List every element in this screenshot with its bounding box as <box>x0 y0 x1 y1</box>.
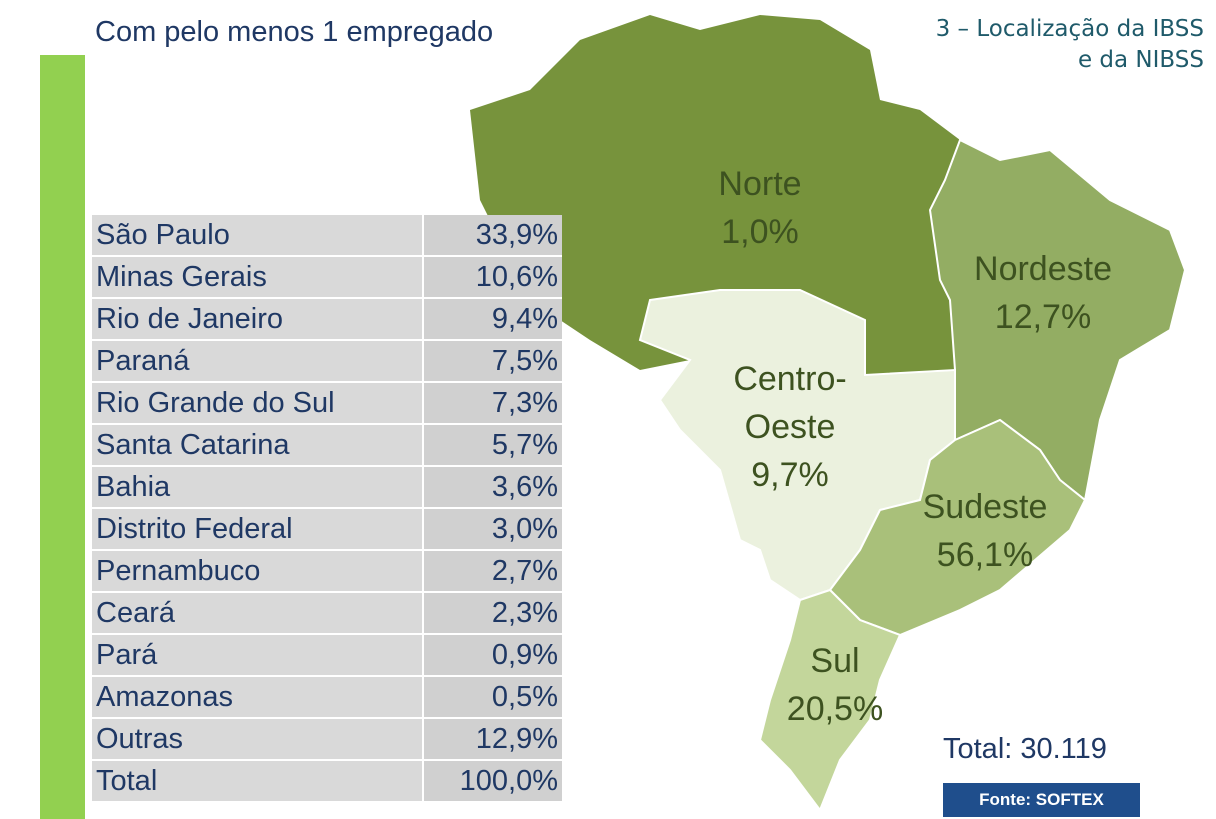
table-row: Distrito Federal 3,0% <box>92 508 562 551</box>
state-cell: Ceará <box>92 592 423 635</box>
state-cell: Santa Catarina <box>92 424 423 467</box>
state-cell: Total <box>92 760 423 803</box>
table-row: Minas Gerais 10,6% <box>92 256 562 299</box>
share-cell: 9,4% <box>422 298 562 341</box>
region-share: 1,0% <box>721 213 799 251</box>
share-cell: 0,5% <box>422 676 562 719</box>
region-name: Sul <box>810 642 859 680</box>
share-cell: 3,6% <box>422 466 562 509</box>
table-row: Total 100,0% <box>92 760 562 803</box>
table-row: Rio Grande do Sul 7,3% <box>92 382 562 425</box>
table-row: Amazonas 0,5% <box>92 676 562 719</box>
table-row: Rio de Janeiro 9,4% <box>92 298 562 341</box>
region-name: Nordeste <box>974 250 1112 288</box>
region-norte <box>470 15 960 375</box>
region-name: Sudeste <box>923 488 1048 526</box>
state-cell: Amazonas <box>92 676 423 719</box>
share-cell: 3,0% <box>422 508 562 551</box>
region-name: Norte <box>718 165 801 203</box>
region-sudeste <box>828 418 1087 637</box>
section-line: 3 – Localização da IBSS <box>935 16 1204 42</box>
share-cell: 0,9% <box>422 634 562 677</box>
state-cell: Distrito Federal <box>92 508 423 551</box>
state-cell: Pernambuco <box>92 550 423 593</box>
share-cell: 7,3% <box>422 382 562 425</box>
section-line: e da NIBSS <box>1077 47 1204 73</box>
state-cell: Bahia <box>92 466 423 509</box>
title: Com pelo menos 1 empregado <box>95 16 494 48</box>
share-cell: 10,6% <box>422 256 562 299</box>
region-name: Centro- <box>733 360 846 398</box>
section-title: 3 – Localização da IBSS e da NIBSS <box>936 14 1204 76</box>
table-row: Pernambuco 2,7% <box>92 550 562 593</box>
table-row: Bahia 3,6% <box>92 466 562 509</box>
table-row: Ceará 2,3% <box>92 592 562 635</box>
table: São Paulo 33,9% Minas Gerais 10,6% Rio de Ja… <box>92 215 562 803</box>
table-row: São Paulo 33,9% <box>92 215 562 257</box>
region-name: Oeste <box>745 408 836 446</box>
source: Fonte: SOFTEX <box>943 783 1140 817</box>
state-cell: Outras <box>92 718 423 761</box>
region-share: 9,7% <box>751 456 829 494</box>
table-row: Pará 0,9% <box>92 634 562 677</box>
total: Total: 30.119 <box>943 733 1107 765</box>
table-row: Paraná 7,5% <box>92 340 562 383</box>
region-sul <box>758 588 902 813</box>
region-share: 56,1% <box>937 536 1033 574</box>
share-cell: 100,0% <box>422 760 562 803</box>
state-cell: Rio Grande do Sul <box>92 382 423 425</box>
region-share: 12,7% <box>995 298 1091 336</box>
share-cell: 2,7% <box>422 550 562 593</box>
state-cell: Pará <box>92 634 423 677</box>
share-cell: 33,9% <box>422 215 562 257</box>
share-cell: 12,9% <box>422 718 562 761</box>
state-cell: São Paulo <box>92 215 423 257</box>
table-row: Santa Catarina 5,7% <box>92 424 562 467</box>
accent-bar <box>40 55 85 819</box>
state-cell: Rio de Janeiro <box>92 298 423 341</box>
state-cell: Minas Gerais <box>92 256 423 299</box>
share-cell: 5,7% <box>422 424 562 467</box>
share-cell: 2,3% <box>422 592 562 635</box>
region-share: 20,5% <box>787 690 883 728</box>
state-cell: Paraná <box>92 340 423 383</box>
share-cell: 7,5% <box>422 340 562 383</box>
table-row: Outras 12,9% <box>92 718 562 761</box>
